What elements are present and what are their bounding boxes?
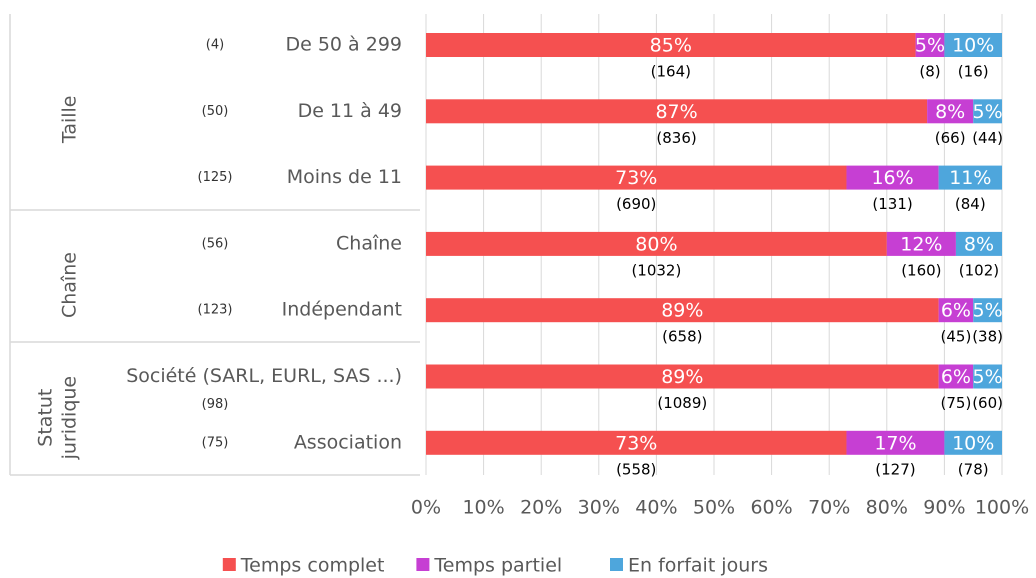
count-label: (66) bbox=[935, 129, 966, 147]
count-label: (78) bbox=[958, 460, 989, 478]
value-label: 12% bbox=[900, 233, 942, 255]
x-tick-label: 100% bbox=[975, 497, 1029, 519]
category-count: (123) bbox=[198, 303, 233, 318]
value-label: 6% bbox=[941, 366, 971, 388]
category-label: Moins de 11 bbox=[287, 166, 402, 188]
count-label: (690) bbox=[616, 195, 656, 213]
count-label: (8) bbox=[919, 63, 940, 81]
bar-segment bbox=[846, 165, 939, 190]
value-label: 89% bbox=[661, 366, 703, 388]
legend-swatch bbox=[222, 558, 236, 571]
x-tick-label: 0% bbox=[411, 497, 441, 519]
count-label: (836) bbox=[656, 129, 696, 147]
value-label: 6% bbox=[941, 300, 971, 322]
count-label: (131) bbox=[872, 195, 912, 213]
value-label: 8% bbox=[964, 233, 994, 255]
bar-segment bbox=[927, 99, 974, 124]
value-label: 73% bbox=[615, 167, 657, 189]
x-tick-label: 90% bbox=[923, 497, 965, 519]
bar-segment bbox=[973, 99, 1002, 124]
value-label: 10% bbox=[952, 35, 994, 57]
category-label: De 11 à 49 bbox=[298, 100, 402, 122]
category-count: (98) bbox=[202, 397, 229, 412]
category-label: Société (SARL, EURL, SAS ...) bbox=[126, 365, 402, 387]
category-count: (56) bbox=[202, 236, 229, 251]
count-label: (558) bbox=[616, 460, 656, 478]
value-label: 5% bbox=[973, 101, 1003, 123]
bar-segment bbox=[426, 231, 887, 256]
x-tick-label: 60% bbox=[750, 497, 792, 519]
value-label: 5% bbox=[973, 300, 1003, 322]
value-label: 10% bbox=[952, 432, 994, 454]
bar-segment bbox=[973, 298, 1002, 323]
bar-segment bbox=[886, 231, 956, 256]
bar-segment bbox=[944, 430, 1002, 455]
x-tick-label: 20% bbox=[520, 497, 562, 519]
bar-segment bbox=[426, 165, 847, 190]
value-label: 87% bbox=[655, 101, 697, 123]
value-label: 89% bbox=[661, 300, 703, 322]
value-label: 73% bbox=[615, 432, 657, 454]
bar-segment bbox=[426, 33, 916, 57]
count-label: (75) bbox=[941, 394, 972, 412]
value-label: 85% bbox=[650, 35, 692, 57]
bar-segment bbox=[944, 33, 1002, 57]
bar-segment bbox=[915, 33, 945, 57]
legend-label: Temps complet bbox=[240, 555, 385, 577]
bar-segment bbox=[973, 364, 1002, 389]
category-count: (50) bbox=[202, 104, 229, 119]
value-label: 5% bbox=[915, 35, 945, 57]
x-tick-label: 10% bbox=[462, 497, 504, 519]
value-label: 5% bbox=[973, 366, 1003, 388]
x-tick-label: 30% bbox=[578, 497, 620, 519]
x-tick-label: 40% bbox=[635, 497, 677, 519]
x-tick-label: 70% bbox=[808, 497, 850, 519]
bar-segment bbox=[846, 430, 945, 455]
count-label: (44) bbox=[972, 129, 1003, 147]
bar-segment bbox=[955, 231, 1002, 256]
count-label: (38) bbox=[972, 328, 1003, 346]
value-label: 80% bbox=[635, 233, 677, 255]
value-label: 8% bbox=[935, 101, 965, 123]
value-label: 17% bbox=[874, 432, 916, 454]
count-label: (1089) bbox=[657, 394, 707, 412]
category-count: (125) bbox=[198, 170, 233, 185]
bar-segment bbox=[426, 298, 939, 323]
legend-label: En forfait jours bbox=[628, 555, 768, 577]
count-label: (160) bbox=[901, 261, 941, 279]
bar-segment bbox=[426, 430, 847, 455]
count-label: (45) bbox=[941, 328, 972, 346]
legend-swatch bbox=[610, 558, 623, 571]
bar-segment bbox=[938, 165, 1002, 190]
legend-swatch bbox=[416, 558, 430, 571]
category-count: (4) bbox=[206, 38, 224, 53]
bar-segment bbox=[938, 298, 974, 323]
count-label: (16) bbox=[958, 63, 989, 81]
count-label: (1032) bbox=[631, 261, 681, 279]
value-label: 16% bbox=[871, 167, 913, 189]
x-tick-label: 80% bbox=[866, 497, 908, 519]
legend-label: Temps partiel bbox=[433, 555, 562, 577]
group-label: Chaîne bbox=[59, 252, 81, 318]
count-label: (164) bbox=[651, 63, 691, 81]
group-label: Taille bbox=[59, 95, 81, 144]
bar-segment bbox=[426, 99, 928, 124]
count-label: (84) bbox=[955, 195, 986, 213]
count-label: (60) bbox=[972, 394, 1003, 412]
category-label: Association bbox=[294, 431, 402, 453]
x-tick-label: 50% bbox=[693, 497, 735, 519]
count-label: (658) bbox=[662, 328, 702, 346]
category-label: Indépendant bbox=[282, 299, 402, 321]
group-label: Statut bbox=[35, 389, 57, 447]
category-label: De 50 à 299 bbox=[285, 34, 402, 56]
bar-segment bbox=[938, 364, 974, 389]
count-label: (127) bbox=[875, 460, 915, 478]
value-label: 11% bbox=[949, 167, 991, 189]
count-label: (102) bbox=[959, 261, 999, 279]
bar-segment bbox=[426, 364, 939, 389]
category-label: Chaîne bbox=[336, 232, 402, 254]
category-count: (75) bbox=[202, 435, 229, 450]
group-label: juridique bbox=[59, 376, 81, 461]
